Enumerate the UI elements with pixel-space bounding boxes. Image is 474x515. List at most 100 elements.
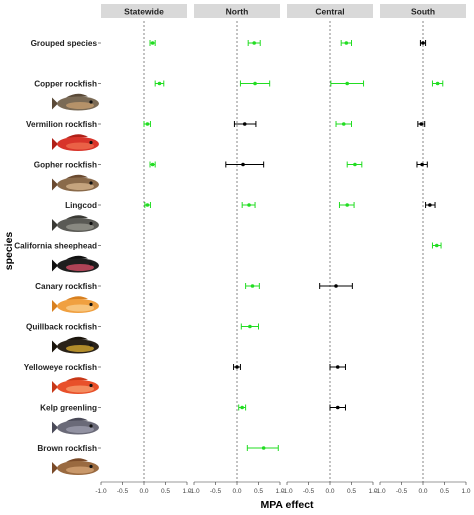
estimate-south-vermilion-rockfish	[417, 121, 426, 127]
estimate-south-grouped-species	[419, 40, 427, 46]
estimate-central-vermilion-rockfish	[335, 121, 352, 127]
estimate-statewide-copper-rockfish	[154, 80, 165, 87]
kelp-greenling-icon	[52, 417, 99, 435]
point-estimate	[248, 324, 252, 329]
dorsal-fin	[66, 417, 88, 422]
x-tick-label: 1.0	[182, 488, 191, 495]
estimate-north-copper-rockfish	[239, 80, 271, 87]
fish-eye	[89, 464, 93, 469]
estimate-south-lingcod	[425, 202, 436, 208]
dorsal-fin	[66, 174, 88, 179]
estimate-north-canary-rockfish	[245, 283, 260, 289]
panel-title-north: North	[226, 7, 249, 17]
species-label-lingcod: Lingcod	[65, 201, 97, 210]
estimate-central-copper-rockfish	[330, 80, 365, 87]
estimate-south-copper-rockfish	[431, 80, 444, 87]
fish-eye	[89, 181, 93, 185]
point-estimate	[240, 405, 244, 410]
estimate-central-canary-rockfish	[319, 283, 353, 289]
fish-belly	[66, 183, 94, 190]
point-estimate	[421, 41, 425, 45]
point-estimate	[335, 405, 340, 410]
dorsal-fin	[66, 215, 88, 219]
x-tick-label: 0.5	[347, 488, 356, 495]
x-tick-label: -1.0	[95, 488, 107, 495]
estimate-south-california-sheephead	[431, 242, 442, 249]
point-estimate	[261, 446, 266, 450]
fish-eye	[89, 221, 93, 226]
fish-belly	[66, 345, 94, 352]
x-tick-label: -1.0	[281, 488, 293, 495]
california-sheephead-icon	[52, 255, 99, 273]
dorsal-fin	[66, 336, 88, 341]
tail-fin	[52, 381, 58, 393]
x-tick-label: -1.0	[374, 488, 386, 495]
dorsal-fin	[66, 458, 88, 462]
panel-strip-north	[194, 4, 280, 18]
estimate-north-quillback-rockfish	[240, 323, 259, 330]
point-estimate	[353, 162, 357, 167]
x-tick-label: 0.5	[440, 488, 449, 495]
estimate-statewide-grouped-species	[149, 40, 156, 46]
point-estimate	[253, 81, 257, 86]
species-label-brown-rockfish: Brown rockfish	[37, 444, 97, 453]
species-label-quillback-rockfish: Quillback rockfish	[26, 323, 97, 332]
x-tick-label: 0.0	[139, 488, 148, 495]
fish-eye	[89, 343, 93, 347]
estimate-statewide-vermilion-rockfish	[143, 121, 151, 127]
yelloweye-rockfish-icon	[52, 377, 99, 394]
x-tick-label: -0.5	[303, 488, 315, 495]
species-label-vermilion-rockfish: Vermilion rockfish	[26, 120, 97, 129]
point-estimate	[150, 41, 155, 45]
species-label-grouped-species: Grouped species	[31, 39, 98, 48]
fish-eye	[89, 140, 93, 145]
estimate-north-grouped-species	[247, 40, 261, 46]
estimate-central-yelloweye-rockfish	[329, 364, 346, 370]
estimate-north-vermilion-rockfish	[233, 121, 257, 127]
point-estimate	[345, 203, 350, 207]
point-estimate	[235, 365, 239, 369]
estimate-north-kelp-greenling	[238, 404, 247, 411]
dorsal-fin	[66, 255, 88, 260]
fish-belly	[66, 102, 94, 109]
point-estimate	[434, 243, 439, 248]
x-tick-label: -0.5	[396, 488, 408, 495]
y-axis-title: species	[3, 232, 15, 271]
point-estimate	[145, 122, 150, 126]
lingcod-icon	[52, 215, 99, 232]
panel-title-south: South	[411, 7, 435, 17]
tail-fin	[52, 219, 58, 231]
point-estimate	[345, 81, 350, 86]
tail-fin	[52, 300, 58, 312]
panel-strip-south	[380, 4, 466, 18]
tail-fin	[52, 178, 58, 191]
gopher-rockfish-icon	[52, 174, 99, 192]
fish-belly	[66, 264, 94, 271]
dorsal-fin	[66, 296, 88, 300]
fish-eye	[89, 262, 93, 266]
brown-rockfish-icon	[52, 458, 99, 475]
species-label-copper-rockfish: Copper rockfish	[34, 80, 97, 89]
tail-fin	[52, 138, 58, 150]
point-estimate	[252, 41, 256, 45]
species-label-yelloweye-rockfish: Yelloweye rockfish	[24, 363, 97, 372]
point-estimate	[241, 162, 245, 167]
point-estimate	[247, 203, 251, 207]
x-tick-label: 1.0	[461, 488, 470, 495]
estimate-central-kelp-greenling	[329, 404, 346, 411]
point-estimate	[334, 284, 338, 288]
copper-rockfish-icon	[52, 93, 99, 111]
species-label-california-sheephead: California sheephead	[14, 242, 97, 251]
point-estimate	[341, 122, 346, 126]
point-estimate	[157, 81, 162, 86]
canary-rockfish-icon	[52, 296, 99, 313]
fish-belly	[66, 304, 94, 312]
estimate-north-brown-rockfish	[246, 445, 279, 451]
x-tick-label: 0.5	[254, 488, 263, 495]
estimate-south-gopher-rockfish	[416, 161, 428, 168]
fish-eye	[89, 424, 93, 428]
point-estimate	[428, 203, 432, 207]
dorsal-fin	[66, 93, 88, 98]
